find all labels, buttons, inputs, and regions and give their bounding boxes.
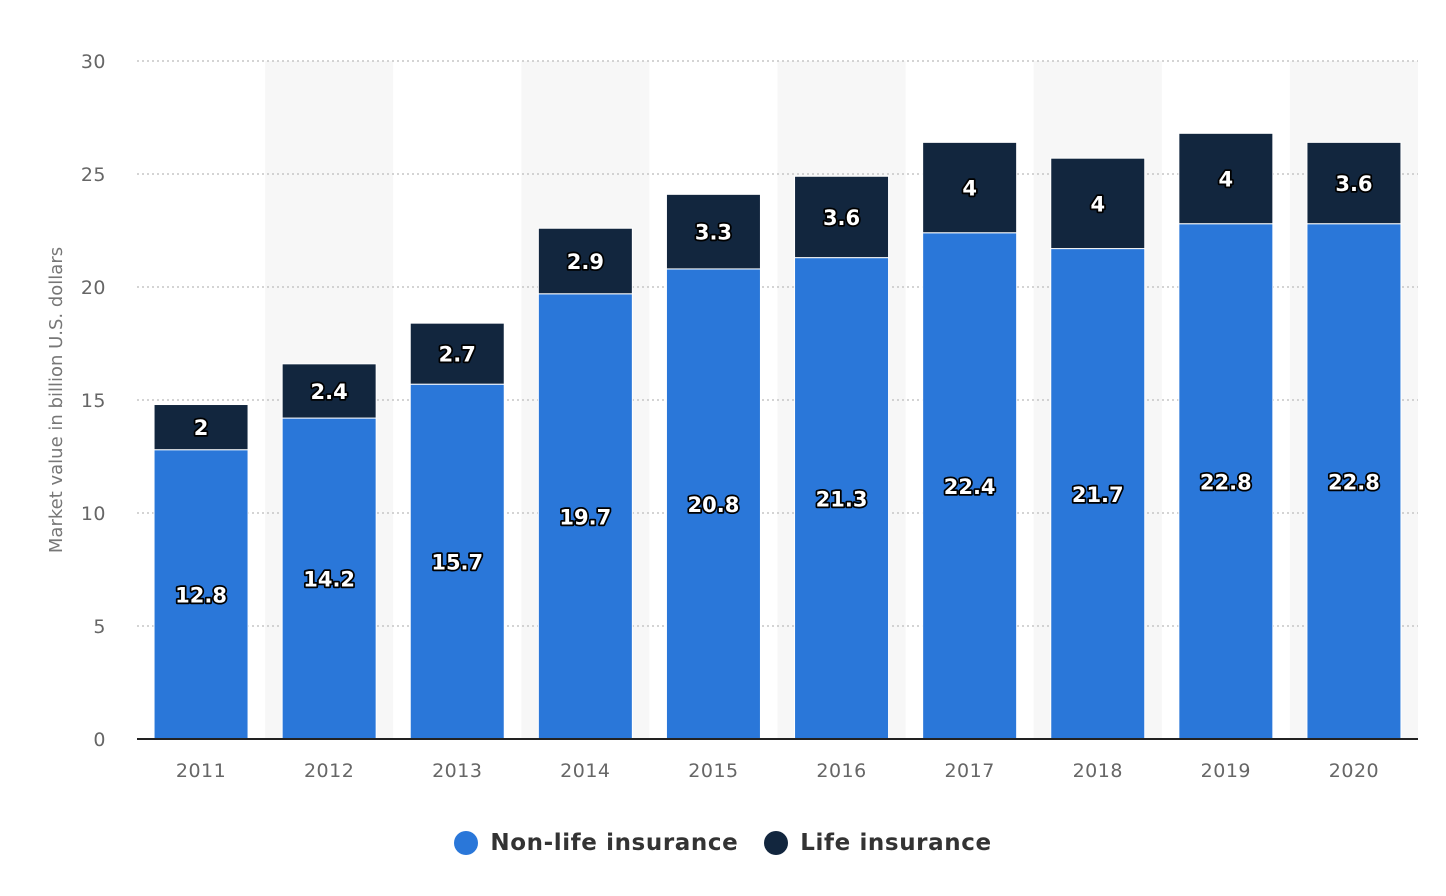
bar-non-life-2016[interactable]	[794, 257, 890, 740]
y-tick-10: 10	[81, 503, 106, 525]
legend-item-life[interactable]: Life insurance	[764, 830, 991, 856]
y-tick-20: 20	[81, 277, 106, 299]
legend-label-life: Life insurance	[800, 830, 992, 856]
y-tick-15: 15	[81, 390, 106, 412]
bar-series	[153, 132, 1402, 740]
bar-life-2014[interactable]	[537, 227, 633, 295]
bar-non-life-2018[interactable]	[1050, 248, 1146, 740]
bar-life-2012[interactable]	[281, 363, 377, 419]
bar-non-life-2019[interactable]	[1178, 223, 1274, 740]
legend-label-non-life: Non-life insurance	[490, 830, 739, 856]
data-label-life-2017: 4	[962, 177, 977, 201]
x-tick-2013: 2013	[432, 760, 482, 782]
bar-non-life-2013[interactable]	[409, 383, 505, 740]
x-tick-2012: 2012	[304, 760, 354, 782]
bar-non-life-2015[interactable]	[665, 268, 761, 740]
data-label-non-life-2011: 12.8	[175, 583, 227, 607]
bar-life-2011[interactable]	[153, 404, 249, 451]
bar-life-2013[interactable]	[409, 322, 505, 385]
x-tick-2015: 2015	[688, 760, 738, 782]
y-axis-title: Market value in billion U.S. dollars	[46, 247, 67, 553]
bar-life-2019[interactable]	[1178, 132, 1274, 225]
data-labels: 12.8 2 14.2 2.4 15.7 2.7 19.7 2.9 20.8 3.3 21.3 3.6…	[173, 166, 1381, 609]
y-axis-ticks: 0 5 10 15 20 25 30	[81, 51, 106, 751]
bar-non-life-2012[interactable]	[281, 417, 377, 740]
data-label-non-life-2019: 22.8	[1200, 470, 1252, 494]
legend-swatch-life	[764, 831, 789, 855]
data-label-life-2018: 4	[1090, 192, 1105, 216]
data-label-non-life-2012: 14.2	[303, 568, 355, 592]
data-label-non-life-2015: 20.8	[688, 493, 740, 517]
grid-lines	[137, 60, 1418, 627]
data-label-non-life-2014: 19.7	[559, 505, 611, 529]
x-axis-ticks: 2011 2012 2013 2014 2015 2016 2017 2018 2019 2020	[176, 760, 1379, 782]
bar-non-life-2011[interactable]	[153, 449, 249, 740]
bar-non-life-2020[interactable]	[1306, 223, 1402, 740]
bar-non-life-2017[interactable]	[922, 232, 1018, 740]
y-tick-25: 25	[81, 164, 106, 186]
data-label-life-2020: 3.6	[1335, 172, 1372, 196]
x-tick-2020: 2020	[1329, 760, 1379, 782]
data-label-non-life-2017: 22.4	[944, 475, 996, 499]
y-tick-5: 5	[93, 616, 106, 638]
bar-life-2017[interactable]	[922, 141, 1018, 234]
bar-chart: 0 5 10 15 20 25 30 12.8 2 14.2 2.4 15.7 2.7 19.7 2.9 2…	[46, 51, 1418, 782]
data-label-life-2012: 2.4	[311, 380, 348, 404]
data-label-life-2019: 4	[1219, 168, 1234, 192]
bar-life-2018[interactable]	[1050, 157, 1146, 250]
legend-swatch-non-life	[454, 831, 479, 855]
data-label-non-life-2013: 15.7	[431, 551, 483, 575]
legend: Non-life insurance Life insurance	[0, 830, 1446, 856]
y-tick-30: 30	[81, 51, 106, 73]
bar-life-2020[interactable]	[1306, 141, 1402, 225]
x-tick-2019: 2019	[1201, 760, 1251, 782]
legend-item-non-life[interactable]: Non-life insurance	[454, 830, 738, 856]
x-tick-2014: 2014	[560, 760, 610, 782]
data-label-life-2015: 3.3	[695, 221, 732, 245]
data-label-life-2016: 3.6	[823, 206, 860, 230]
data-label-life-2013: 2.7	[439, 343, 476, 367]
x-tick-2011: 2011	[176, 760, 226, 782]
x-tick-2018: 2018	[1073, 760, 1123, 782]
data-label-non-life-2018: 21.7	[1072, 483, 1124, 507]
data-label-non-life-2016: 21.3	[816, 487, 868, 511]
bar-life-2015[interactable]	[665, 193, 761, 270]
data-label-life-2014: 2.9	[567, 250, 604, 274]
x-tick-2017: 2017	[944, 760, 994, 782]
data-label-life-2011: 2	[194, 416, 209, 440]
data-label-non-life-2020: 22.8	[1328, 470, 1380, 494]
x-tick-2016: 2016	[816, 760, 866, 782]
y-tick-0: 0	[93, 729, 106, 751]
bar-life-2016[interactable]	[794, 175, 890, 259]
